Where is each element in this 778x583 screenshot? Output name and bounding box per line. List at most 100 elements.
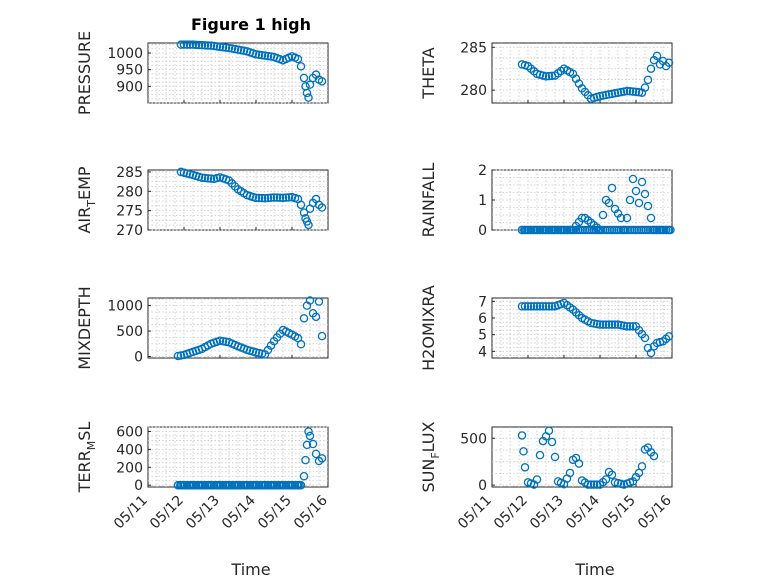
data-point	[544, 71, 554, 81]
x-axis-label-left: Time	[230, 560, 270, 579]
y-axis-label-text: AIR	[75, 207, 94, 234]
data-point	[203, 41, 213, 50]
data-point	[541, 72, 551, 81]
y-tick-label: 0	[478, 478, 487, 494]
data-point	[304, 427, 313, 436]
data-point	[616, 320, 626, 330]
data-point	[317, 77, 327, 86]
data-point	[595, 91, 605, 101]
x-tick-label: 05/16	[291, 492, 331, 532]
data-point	[544, 426, 554, 435]
data-point	[595, 320, 605, 329]
y-tick-label: 270	[116, 223, 143, 239]
data-point	[203, 174, 213, 183]
y-axis-label: SUNFLUX	[419, 421, 442, 492]
data-point	[269, 193, 279, 202]
data-point	[646, 213, 656, 223]
data-point	[215, 336, 225, 345]
data-point	[212, 42, 222, 51]
data-point	[266, 52, 276, 61]
data-point	[625, 195, 635, 205]
y-tick-label: 285	[116, 165, 143, 181]
y-axis-label-text: RAINFALL	[419, 163, 438, 238]
data-point	[299, 314, 309, 323]
data-point	[637, 462, 647, 471]
data-point	[598, 210, 608, 220]
y-axis-label: AIRTEMP	[75, 166, 98, 233]
data-point	[260, 194, 270, 203]
subplot-terr: 0 200 400 600 05/1105/1205/1305/1405/1505/16…	[75, 422, 331, 533]
y-tick-label: 280	[116, 184, 143, 200]
data-point	[260, 51, 270, 60]
data-point	[304, 220, 313, 230]
data-point	[586, 318, 596, 328]
data-point	[517, 431, 527, 440]
y-tick-label: 950	[116, 63, 143, 79]
data-point	[317, 331, 327, 341]
data-point	[236, 45, 246, 55]
data-point	[619, 87, 629, 96]
data-point	[520, 302, 530, 311]
data-point	[224, 43, 234, 53]
data-point	[317, 454, 327, 463]
y-axis-label-tail: EMP	[75, 166, 94, 200]
data-point	[616, 87, 626, 97]
data-point	[299, 73, 309, 83]
data-point	[206, 41, 216, 50]
data-point	[239, 46, 249, 56]
data-point	[305, 80, 315, 89]
y-axis-label: TERRMSL	[75, 422, 98, 494]
data-point	[254, 193, 264, 203]
data-point	[251, 50, 261, 59]
data-point	[227, 44, 237, 53]
data-point	[215, 42, 225, 52]
data-point	[275, 193, 285, 202]
y-axis-label: MIXDEPTH	[75, 286, 94, 369]
data-point	[643, 75, 653, 85]
y-axis-label-tail: SL	[75, 422, 94, 441]
data-point	[176, 40, 186, 49]
x-tick-label: 05/15	[599, 493, 639, 533]
data-point	[640, 333, 650, 343]
data-point	[523, 302, 533, 311]
y-tick-label: 900	[116, 79, 143, 95]
y-tick-label: 1	[478, 193, 487, 209]
figure-title: Figure 1 high	[191, 15, 311, 34]
data-point	[625, 87, 635, 96]
data-point	[583, 480, 593, 489]
data-point	[519, 447, 528, 456]
data-point	[565, 468, 575, 478]
data-point	[218, 42, 228, 52]
data-point	[607, 320, 617, 329]
y-axis-label: PRESSURE	[75, 31, 94, 115]
y-tick-label: 1000	[107, 46, 143, 62]
data-point	[607, 89, 617, 99]
data-point	[532, 475, 542, 484]
y-tick-label: 400	[116, 442, 143, 458]
data-point	[610, 320, 620, 329]
data-point	[574, 459, 584, 468]
data-point	[233, 45, 243, 54]
data-point	[272, 193, 282, 202]
data-point	[251, 193, 261, 203]
data-point	[535, 450, 545, 460]
y-axis-label-text: SUN	[419, 459, 438, 493]
y-axis-label-tail: LUX	[419, 421, 438, 452]
x-tick-label: 05/13	[183, 493, 223, 533]
data-point	[547, 437, 557, 447]
data-point	[646, 348, 656, 358]
data-point	[197, 173, 207, 182]
data-point	[607, 183, 617, 193]
data-point	[206, 174, 216, 183]
data-point	[649, 451, 659, 461]
data-point	[589, 319, 599, 328]
data-point	[601, 475, 611, 484]
data-point	[194, 40, 204, 50]
data-point	[637, 177, 647, 187]
subplot-rainfall: 0 1 2 RAINFALL	[419, 163, 675, 239]
x-tick-label: 05/12	[147, 493, 187, 533]
subplot-air: 270 275 280 285 AIRTEMP	[75, 165, 329, 239]
